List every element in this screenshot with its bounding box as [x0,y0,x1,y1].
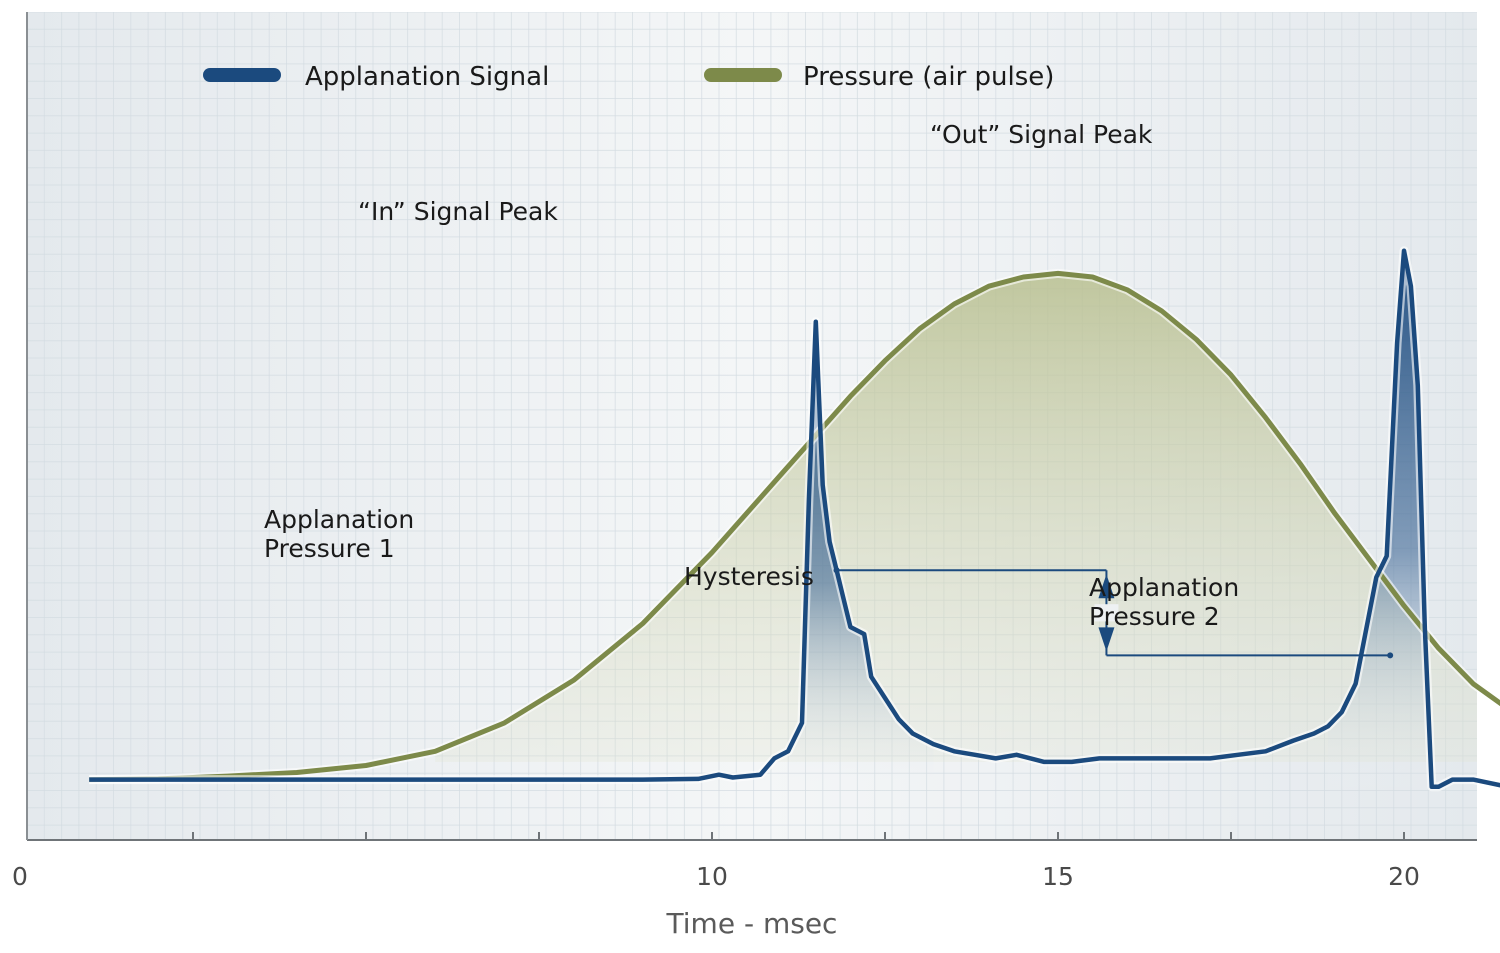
out-peak-fill [1327,250,1432,798]
signal-shaded-area [788,250,1432,798]
in-peak-fill [788,321,934,798]
annotation-ap2-line1: Applanation [1089,573,1239,602]
legend-label-pressure: Pressure (air pulse) [803,62,1054,92]
annotation-in-peak: “In” Signal Peak [358,197,558,226]
annotation-ap1-line1: Applanation [264,505,414,534]
applanation-series [89,246,1500,792]
applanation-line [89,248,1500,790]
annotation-ap2-line2: Pressure 2 [1089,602,1220,631]
pressure-fill [435,273,1477,762]
annotation-ap1-line2: Pressure 1 [264,534,395,563]
hysteresis-marker [833,567,1394,659]
ap2-point [1387,652,1394,659]
hysteresis-label-gap [1094,604,1119,622]
x-ticks: 010152025 [12,832,1420,891]
x-tick-label: 15 [1042,862,1074,891]
x-tick-label: 20 [1388,862,1420,891]
annotation-hysteresis: Hysteresis [684,562,814,591]
legend-swatch-pressure [704,68,782,82]
pressure-line [89,270,1500,783]
legend-label-applanation: Applanation Signal [305,62,549,92]
x-axis-title: Time - msec [666,907,838,940]
x-tick-label: 0 [12,862,28,891]
pressure-area [435,273,1477,762]
x-tick-label: 10 [696,862,728,891]
hysteresis-arrow-up [1098,574,1115,599]
annotation-out-peak: “Out” Signal Peak [930,120,1153,149]
pressure-series [89,268,1500,785]
hysteresis-arrow-down [1098,627,1115,652]
legend-swatch-applanation [203,68,281,82]
legend: Applanation Signal Pressure (air pulse) [203,62,1054,92]
ap1-point [833,567,840,574]
axes [26,12,1477,841]
